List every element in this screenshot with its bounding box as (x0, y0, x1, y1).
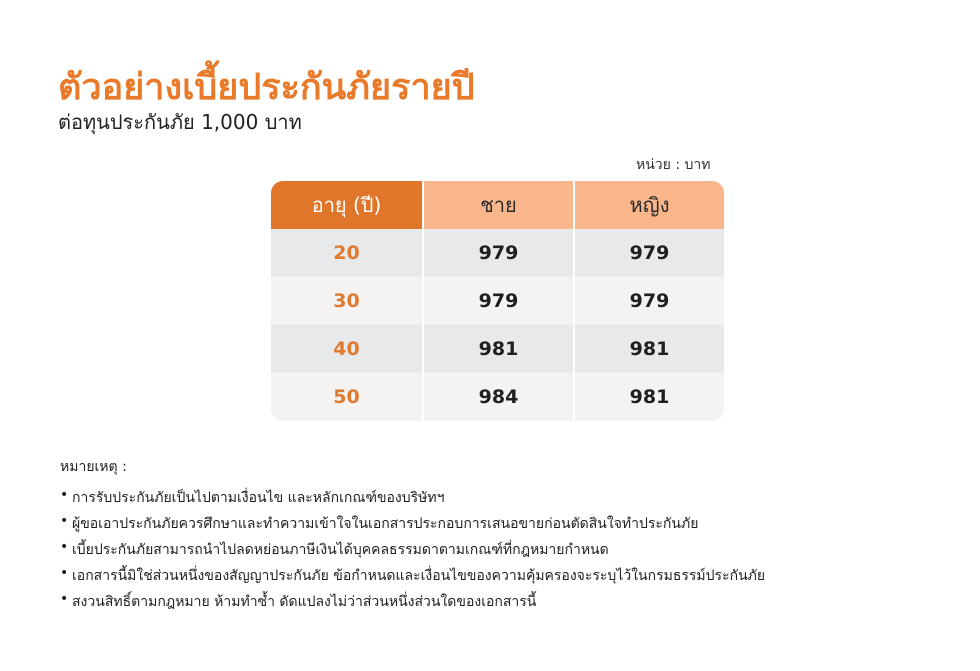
header-female: หญิง (573, 181, 724, 229)
table-row: 30 979 979 (271, 277, 724, 325)
table-row: 50 984 981 (271, 373, 724, 421)
cell-male: 981 (422, 325, 573, 373)
premium-table: อายุ (ปี) ชาย หญิง 20 979 979 30 979 979… (271, 181, 724, 421)
bullet-icon: • (60, 539, 69, 555)
cell-male: 979 (422, 229, 573, 277)
note-text: เบี้ยประกันภัยสามารถนำไปลดหย่อนภาษีเงินไ… (72, 542, 609, 558)
page-subtitle: ต่อทุนประกันภัย 1,000 บาท (58, 110, 302, 134)
cell-age: 50 (271, 373, 422, 421)
note-item: • เอกสารนี้มิใช่ส่วนหนึ่งของสัญญาประกันภ… (60, 565, 765, 591)
bullet-icon: • (60, 565, 69, 581)
notes-title: หมายเหตุ : (60, 459, 127, 475)
cell-female: 979 (573, 277, 724, 325)
cell-age: 30 (271, 277, 422, 325)
note-text: การรับประกันภัยเป็นไปตามเงื่อนไข และหลัก… (72, 490, 445, 506)
cell-male: 984 (422, 373, 573, 421)
page-title: ตัวอย่างเบี้ยประกันภัยรายปี (58, 67, 475, 108)
note-text: เอกสารนี้มิใช่ส่วนหนึ่งของสัญญาประกันภัย… (72, 568, 766, 584)
bullet-icon: • (60, 591, 69, 607)
bullet-icon: • (60, 513, 69, 529)
table-row: 40 981 981 (271, 325, 724, 373)
note-item: • เบี้ยประกันภัยสามารถนำไปลดหย่อนภาษีเงิ… (60, 539, 765, 565)
cell-female: 981 (573, 373, 724, 421)
note-text: สงวนสิทธิ์ตามกฎหมาย ห้ามทำซ้ำ ดัดแปลงไม่… (72, 594, 537, 610)
note-item: • การรับประกันภัยเป็นไปตามเงื่อนไข และหล… (60, 487, 765, 513)
note-item: • ผู้ขอเอาประกันภัยควรศึกษาและทำความเข้า… (60, 513, 765, 539)
table-row: 20 979 979 (271, 229, 724, 277)
header-male: ชาย (422, 181, 573, 229)
header-age: อายุ (ปี) (271, 181, 422, 229)
notes-section: หมายเหตุ : • การรับประกันภัยเป็นไปตามเงื… (60, 456, 765, 617)
note-text: ผู้ขอเอาประกันภัยควรศึกษาและทำความเข้าใจ… (72, 516, 699, 532)
cell-age: 40 (271, 325, 422, 373)
cell-female: 979 (573, 229, 724, 277)
note-item: • สงวนสิทธิ์ตามกฎหมาย ห้ามทำซ้ำ ดัดแปลงไ… (60, 591, 765, 617)
cell-age: 20 (271, 229, 422, 277)
cell-female: 981 (573, 325, 724, 373)
table-header-row: อายุ (ปี) ชาย หญิง (271, 181, 724, 229)
cell-male: 979 (422, 277, 573, 325)
bullet-icon: • (60, 487, 69, 503)
unit-label: หน่วย : บาท (636, 157, 711, 173)
